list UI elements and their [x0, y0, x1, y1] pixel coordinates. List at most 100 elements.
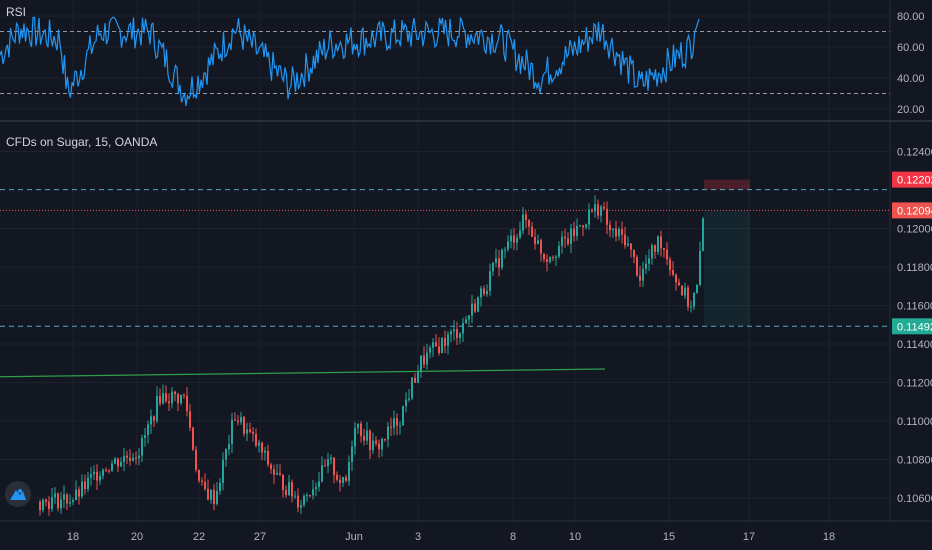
candle	[180, 394, 182, 406]
candle	[381, 437, 383, 457]
candle	[210, 489, 212, 504]
rsi-line[interactable]	[0, 16, 700, 106]
candle	[594, 195, 596, 218]
candle	[471, 294, 473, 323]
candle	[357, 423, 359, 434]
trend-line[interactable]	[0, 368, 606, 378]
candle	[618, 226, 620, 241]
candle	[69, 494, 71, 507]
position-risk-zone[interactable]	[704, 179, 750, 190]
candle	[414, 372, 416, 383]
candle	[123, 447, 125, 472]
candle	[369, 429, 371, 460]
price-pane[interactable]	[0, 122, 890, 521]
rsi-tick-label: 80.00	[897, 11, 925, 23]
candle	[339, 474, 341, 492]
candle	[75, 480, 77, 501]
candle	[702, 216, 704, 252]
candle	[261, 441, 263, 461]
rsi-tick-label: 60.00	[897, 42, 925, 54]
candle	[630, 243, 632, 258]
candle	[165, 385, 167, 403]
tradingview-logo[interactable]	[5, 481, 31, 507]
candle	[60, 492, 62, 514]
logo-icon	[10, 489, 26, 500]
candle	[126, 450, 128, 464]
rsi-title: RSI	[6, 5, 27, 19]
candle	[372, 432, 374, 454]
candle	[615, 220, 617, 242]
time-tick-label: 17	[743, 531, 755, 543]
candle	[189, 403, 191, 432]
candle	[108, 468, 110, 474]
candle	[666, 242, 668, 266]
candle	[120, 457, 122, 468]
candle	[54, 487, 56, 504]
candle	[405, 392, 407, 413]
time-axis[interactable]: 18 20 22 27 Jun 3 8 10 15 17 18	[0, 520, 932, 543]
symbol-title[interactable]: CFDs on Sugar, 15, OANDA	[6, 135, 158, 149]
candle	[687, 285, 689, 311]
candle	[63, 485, 65, 509]
candle	[294, 490, 296, 500]
time-tick-label: 10	[569, 531, 581, 543]
time-tick-label: 20	[131, 531, 143, 543]
candle	[141, 434, 143, 462]
candle	[612, 228, 614, 238]
candle	[444, 330, 446, 354]
candle	[264, 446, 266, 461]
candle	[303, 493, 305, 508]
svg-text:0.12202: 0.12202	[897, 175, 932, 187]
candle	[450, 328, 452, 343]
candles[interactable]	[39, 195, 704, 516]
candle	[489, 263, 491, 297]
candle	[258, 439, 260, 453]
time-tick-label: 8	[510, 531, 516, 543]
candle	[600, 204, 602, 223]
candle	[186, 387, 188, 417]
candle	[588, 203, 590, 230]
position-profit-zone[interactable]	[704, 210, 750, 327]
candle	[456, 321, 458, 346]
candle	[669, 256, 671, 276]
candle	[99, 471, 101, 485]
candle	[645, 254, 647, 275]
candle	[558, 241, 560, 259]
rsi-tick-label: 20.00	[897, 104, 925, 116]
candle	[486, 284, 488, 297]
candle	[300, 499, 302, 515]
time-tick-label: 27	[254, 531, 266, 543]
candle	[42, 498, 44, 513]
candle	[462, 317, 464, 343]
candle	[567, 232, 569, 247]
candle	[459, 332, 461, 344]
candle	[603, 202, 605, 210]
candle	[663, 247, 665, 258]
candle	[78, 486, 80, 505]
candle	[375, 436, 377, 446]
candle	[345, 474, 347, 483]
candle	[231, 413, 233, 453]
rsi-pane[interactable]: 80.00 60.00 40.00 20.00	[0, 0, 925, 121]
candle	[129, 449, 131, 466]
candle	[636, 255, 638, 277]
target-price-label: 0.12202	[892, 171, 932, 188]
candle	[690, 300, 692, 313]
candle	[159, 388, 161, 407]
candle	[105, 467, 107, 473]
candle	[693, 292, 695, 310]
candle	[96, 464, 98, 491]
candle	[255, 428, 257, 448]
candle	[219, 477, 221, 495]
candle	[399, 421, 401, 435]
candle	[609, 220, 611, 238]
candle	[528, 218, 530, 236]
candle	[111, 460, 113, 472]
